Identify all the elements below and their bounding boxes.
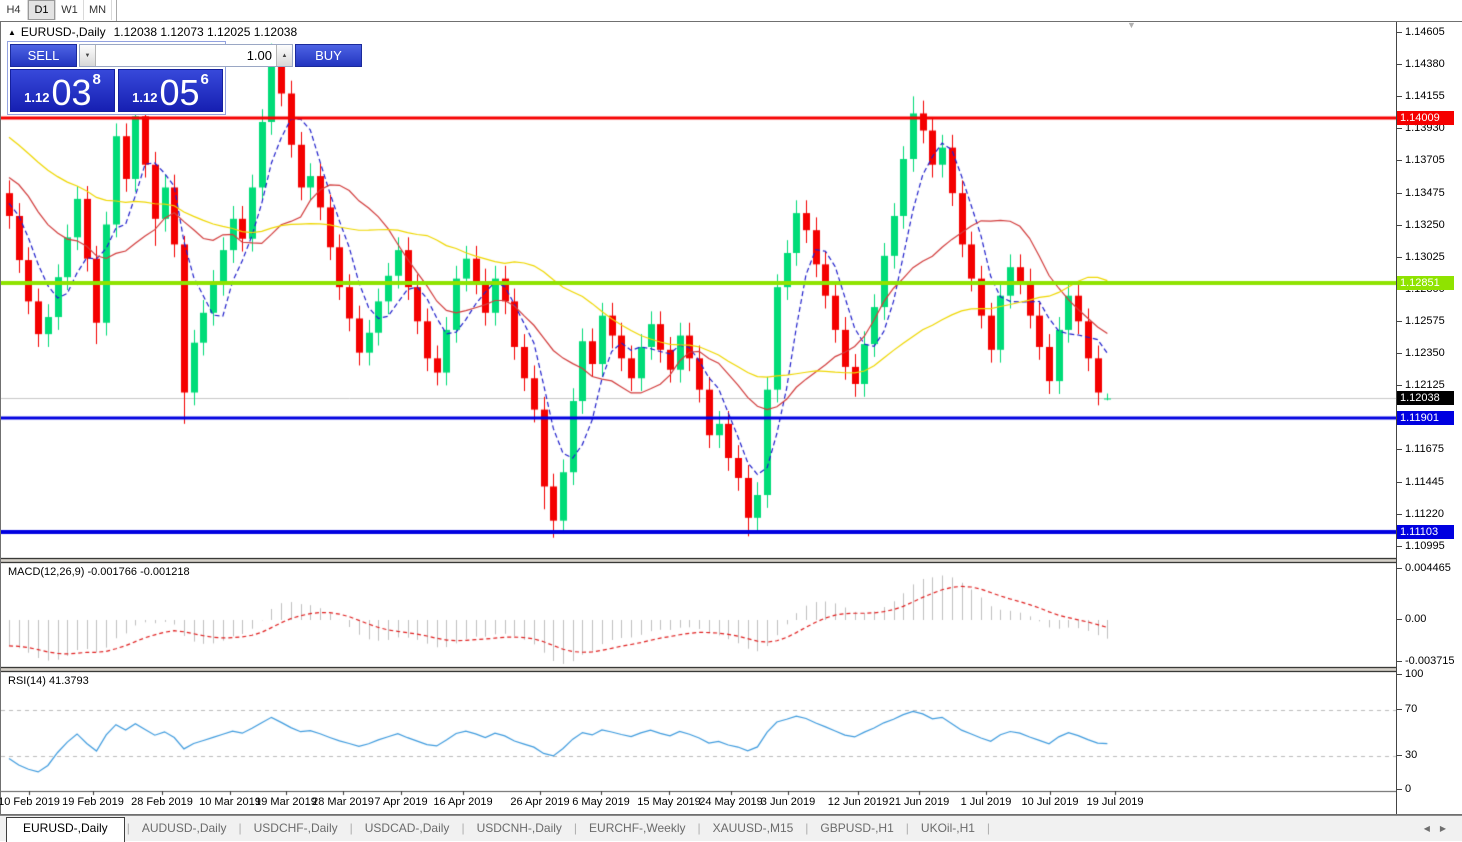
date-tick-label: 24 May 2019 — [699, 796, 763, 808]
chart-symbol-label: EURUSD-,Daily — [20, 25, 106, 39]
date-tick-label: 19 Jul 2019 — [1086, 796, 1144, 808]
chart-window: ▲ EURUSD-,Daily 1.12038 1.12073 1.12025 1.… — [0, 20, 1462, 815]
price-level-badge: 1.12851 — [1397, 275, 1454, 290]
chart-tab-usdcnh[interactable]: USDCNH-,Daily — [476, 821, 562, 835]
date-tick-label: 6 May 2019 — [572, 796, 630, 808]
tab-separator: | — [573, 821, 578, 835]
tab-separator: | — [905, 821, 909, 835]
price-chart-canvas[interactable] — [1, 22, 1396, 814]
tab-separator: | — [126, 821, 130, 835]
timeframe-button-mn[interactable]: MN — [84, 0, 112, 20]
tab-separator: | — [986, 821, 991, 835]
date-tick-label: 28 Feb 2019 — [131, 796, 193, 808]
sell-price-point: 8 — [92, 71, 101, 88]
date-tick-label: 3 Jun 2019 — [760, 796, 816, 808]
price-tick-label: 1.13250 — [1397, 218, 1445, 231]
tab-separator: | — [805, 821, 809, 835]
sell-price-pips: 03 — [51, 72, 92, 113]
chart-tab-eurchf[interactable]: EURCHF-,Weekly — [589, 821, 686, 835]
buy-price-prefix: 1.12 — [132, 90, 158, 105]
chart-tab-usdcad[interactable]: USDCAD-,Daily — [364, 821, 450, 835]
price-tick-label: 1.10995 — [1397, 540, 1445, 552]
price-tick-label: 1.12575 — [1397, 315, 1445, 328]
price-tick-label: 1.13930 — [1397, 122, 1445, 135]
buy-button[interactable]: BUY — [295, 44, 362, 67]
price-level-badge: 1.14009 — [1397, 110, 1454, 125]
rsi-indicator-label: RSI(14) 41.3793 — [8, 675, 89, 687]
volume-spinner: ▼ ▲ — [79, 44, 293, 67]
date-tick-label: 10 Mar 2019 — [199, 796, 261, 808]
price-tick-label: 1.14155 — [1397, 90, 1445, 103]
tab-separator: | — [238, 821, 242, 835]
price-tick-label: 1.14380 — [1397, 58, 1445, 71]
date-tick-label: 28 Mar 2019 — [312, 796, 374, 808]
macd-tick-label: 0.004465 — [1397, 562, 1451, 574]
timeframe-toolbar: H4 D1 W1 MN — [0, 0, 1462, 21]
chart-tab-eurusd[interactable]: EURUSD-,Daily — [6, 817, 125, 842]
chart-tab-gbpusd[interactable]: GBPUSD-,H1 — [820, 821, 894, 835]
chart-tab-ukoil[interactable]: UKOil-,H1 — [920, 821, 975, 835]
chart-tab-xauusd[interactable]: XAUUSD-,M15 — [712, 821, 794, 835]
volume-decrease-button[interactable]: ▼ — [80, 45, 96, 66]
rsi-tick-label: 100 — [1396, 668, 1424, 680]
date-tick-label: 12 Jun 2019 — [827, 796, 889, 808]
chart-title: ▲ EURUSD-,Daily 1.12038 1.12073 1.12025 1.… — [8, 25, 297, 39]
buy-price-tile[interactable]: 1.12 05 6 — [118, 69, 223, 112]
volume-increase-button[interactable]: ▲ — [276, 45, 292, 66]
tab-scroll-right-icon[interactable]: ▶ — [1439, 824, 1456, 833]
chart-ohlc-values: 1.12038 1.12073 1.12025 1.12038 — [113, 25, 298, 39]
tab-separator: | — [349, 821, 353, 835]
macd-indicator-label: MACD(12,26,9) -0.001766 -0.001218 — [8, 566, 190, 578]
timeframe-button-d1[interactable]: D1 — [28, 0, 56, 20]
buy-price-point: 6 — [200, 71, 209, 88]
sell-price-tile[interactable]: 1.12 03 8 — [10, 69, 115, 112]
chart-tab-usdchf[interactable]: USDCHF-,Daily — [253, 821, 338, 835]
macd-tick-label: 0.00 — [1396, 613, 1427, 625]
price-tick-label: 1.13475 — [1397, 186, 1445, 199]
price-level-badge: 1.12038 — [1397, 391, 1454, 406]
volume-input[interactable] — [96, 45, 276, 66]
price-tick-label: 1.12125 — [1397, 379, 1445, 392]
date-tick-label: 7 Apr 2019 — [374, 796, 428, 808]
price-tick-label: 1.11220 — [1397, 507, 1444, 520]
price-tick-label: 1.13705 — [1397, 154, 1445, 167]
date-tick-label: 19 Feb 2019 — [62, 796, 124, 808]
date-tick-label: 16 Apr 2019 — [433, 796, 493, 808]
date-tick-label: 10 Jul 2019 — [1021, 796, 1079, 808]
date-tick-label: 1 Jul 2019 — [960, 796, 1012, 808]
sell-button[interactable]: SELL — [10, 44, 77, 67]
rsi-tick-label: 0 — [1396, 783, 1412, 795]
scroll-to-end-icon[interactable]: ▼ — [1127, 20, 1136, 30]
tab-scroll-left-icon[interactable]: ◀ — [1423, 824, 1440, 833]
tab-separator: | — [697, 821, 701, 835]
price-tick-label: 1.14605 — [1397, 26, 1445, 38]
price-level-badge: 1.11103 — [1397, 524, 1454, 539]
one-click-trading-panel: SELL ▼ ▲ BUY 1.12 03 8 1.12 05 6 — [7, 41, 362, 115]
date-tick-label: 21 Jun 2019 — [888, 796, 950, 808]
tab-separator: | — [461, 821, 465, 835]
macd-tick-label: -0.003715 — [1397, 655, 1455, 668]
price-tick-label: 1.12350 — [1397, 347, 1445, 360]
price-level-badge: 1.11901 — [1397, 411, 1454, 425]
date-tick-label: 15 May 2019 — [637, 796, 701, 808]
sell-price-prefix: 1.12 — [24, 90, 50, 105]
price-tick-label: 1.13025 — [1397, 250, 1445, 263]
date-tick-label: 26 Apr 2019 — [510, 796, 570, 808]
rsi-tick-label: 70 — [1396, 702, 1418, 715]
date-tick-label: 10 Feb 2019 — [0, 796, 60, 808]
price-tick-label: 1.11445 — [1397, 475, 1444, 488]
buy-price-pips: 05 — [159, 72, 200, 113]
chart-tab-bar: EURUSD-,Daily | AUDUSD-,Daily | USDCHF-,Dail… — [0, 815, 1462, 842]
rsi-tick-label: 30 — [1396, 748, 1418, 761]
collapse-arrow-icon[interactable]: ▲ — [8, 28, 16, 37]
date-tick-label: 19 Mar 2019 — [255, 796, 317, 808]
toolbar-separator — [116, 0, 117, 21]
timeframe-button-w1[interactable]: W1 — [56, 0, 84, 20]
chart-tab-audusd[interactable]: AUDUSD-,Daily — [141, 821, 227, 835]
price-tick-label: 1.11675 — [1397, 443, 1444, 456]
timeframe-button-h4[interactable]: H4 — [0, 0, 28, 20]
price-scale[interactable]: 1.14605 1.14380 1.14155 1.13930 1.13705 1.134… — [1396, 22, 1462, 814]
tab-scroll-buttons: ◀▶ — [1424, 824, 1456, 833]
